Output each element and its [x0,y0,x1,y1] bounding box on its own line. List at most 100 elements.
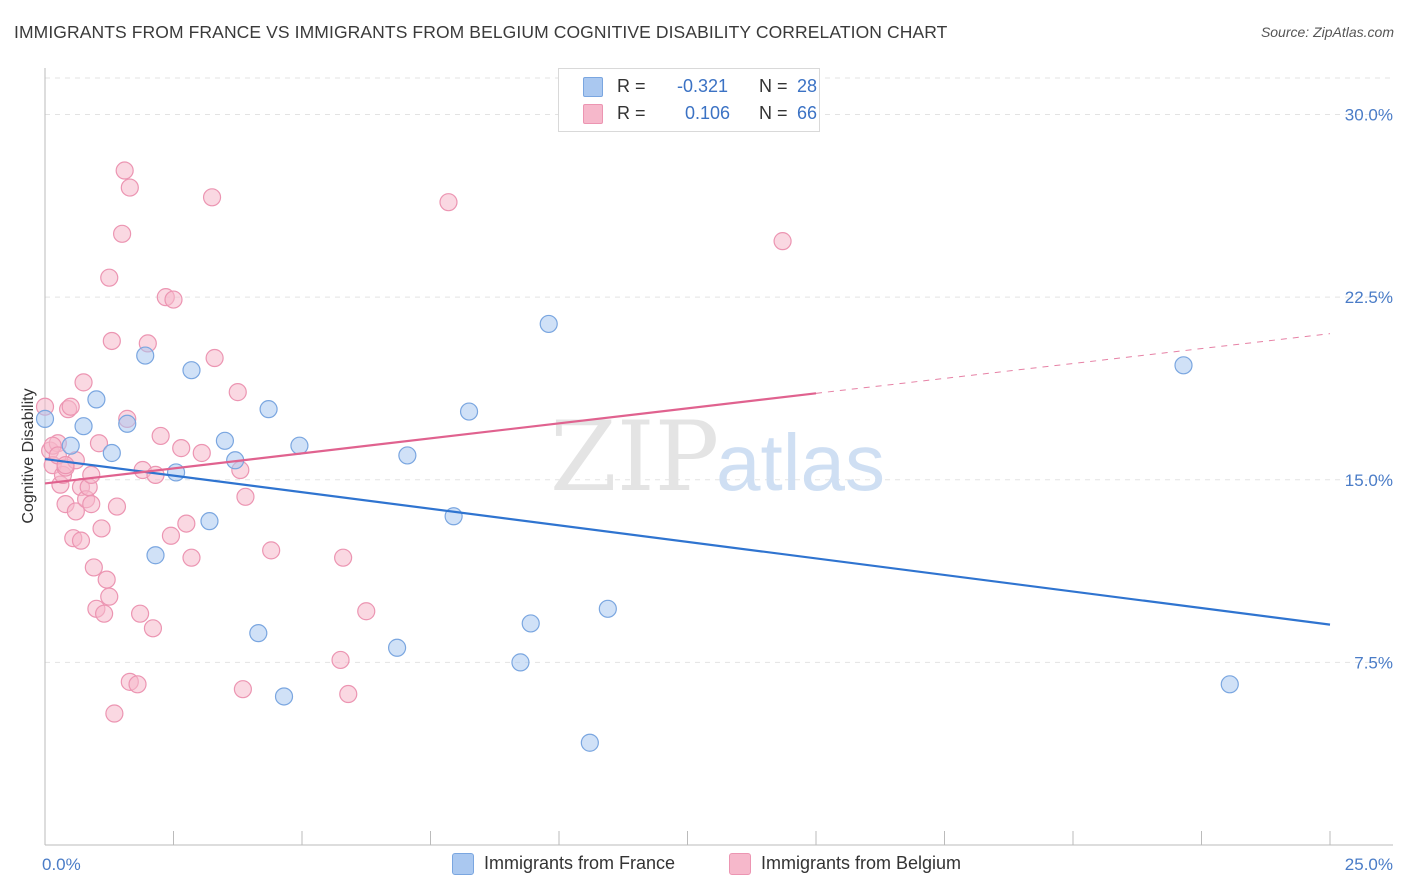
belgium-point [61,397,80,416]
france-point [146,546,165,565]
france-point [511,653,530,672]
watermark-zip: ZIP [550,401,719,513]
belgium-point [228,383,247,402]
belgium-swatch [729,853,751,875]
belgium-point [107,497,127,516]
belgium-point [95,604,114,623]
france-point [274,687,294,706]
belgium-point [66,502,85,521]
n-value: 28 [797,76,818,96]
belgium-point [161,526,181,545]
belgium-point [192,443,211,463]
belgium-point [205,348,224,368]
belgium-point [97,570,116,589]
y-tick-label: 7.5% [1354,653,1393,672]
belgium-point [164,290,183,309]
y-tick-label: 15.0% [1345,471,1393,490]
n-value: 66 [797,103,818,123]
france-point [102,443,121,463]
watermark: ZIP atlas [550,401,885,513]
france-point [35,409,55,428]
x-tick-label: 0.0% [42,855,81,874]
france-trend-line [44,457,1331,626]
n-key: N = [759,103,788,123]
source-credit: Source: ZipAtlas.com [1260,24,1394,40]
france-point [118,414,137,433]
belgium-point [773,232,792,251]
belgium-point [82,465,101,484]
france-swatch [452,853,474,875]
belgium-point [100,587,119,606]
france-point [61,436,80,455]
belgium-point [177,514,196,533]
france-point [136,346,155,365]
belgium-point [115,161,134,180]
legend-label: Immigrants from France [484,853,676,873]
belgium-point [74,373,93,392]
y-tick-label: 30.0% [1345,106,1393,125]
france-point [398,446,417,465]
france-point [459,402,479,421]
france-point [182,361,201,380]
belgium-point [334,548,353,567]
belgium-point [262,541,281,560]
belgium-point [120,178,139,197]
r-key: R = [617,103,646,123]
france-point [290,436,309,455]
belgium-point [102,331,121,351]
r-key: R = [617,76,646,96]
belgium-point [172,439,191,458]
chart-title: IMMIGRANTS FROM FRANCE VS IMMIGRANTS FRO… [14,22,948,42]
belgium-point [100,268,119,287]
france-point [598,599,617,618]
france-point [249,624,268,643]
correlation-legend: R = -0.321 N = 28 R = 0.106 N = 66 [558,68,820,132]
belgium-point [105,704,124,723]
belgium-point [339,684,358,704]
france-point [1174,356,1193,375]
france-point [259,400,278,419]
belgium-trend-extension [815,333,1331,394]
belgium-point [202,188,222,207]
france-point [215,431,234,450]
belgium-point [233,680,252,699]
france-point [200,512,219,531]
france-swatch [583,77,603,97]
r-value: 0.106 [685,103,731,123]
belgium-point [92,519,111,538]
belgium-point [151,426,170,446]
belgium-point [84,558,103,577]
tick-labels: 7.5% 15.0% 22.5% 30.0% 0.0% 25.0% [42,106,1393,874]
trend-lines [44,333,1331,626]
belgium-point [236,487,255,506]
watermark-atlas: atlas [716,418,885,507]
belgium-point [331,650,350,670]
france-point [580,733,599,752]
belgium-swatch [583,104,603,124]
belgium-point [143,619,163,638]
x-tick-label: 25.0% [1345,855,1393,874]
france-point [521,614,540,633]
legend-label: Immigrants from Belgium [761,853,962,873]
belgium-point [82,495,101,514]
y-tick-label: 22.5% [1345,288,1393,307]
series-legend: Immigrants from France Immigrants from B… [0,852,1406,878]
france-point [87,390,106,409]
belgium-point [56,456,75,475]
france-points [35,314,1239,752]
france-point [74,417,93,436]
r-value: -0.321 [677,76,729,96]
belgium-point [357,602,376,621]
belgium-point [182,548,201,567]
belgium-point [439,193,458,212]
france-point [1220,675,1239,694]
belgium-point [112,224,132,243]
belgium-point [89,434,109,453]
belgium-point [71,531,91,550]
n-key: N = [759,76,788,96]
belgium-point [128,675,147,694]
belgium-point [130,604,150,623]
y-axis-title: Cognitive Disability [20,388,37,523]
belgium-trend-line [44,392,817,485]
